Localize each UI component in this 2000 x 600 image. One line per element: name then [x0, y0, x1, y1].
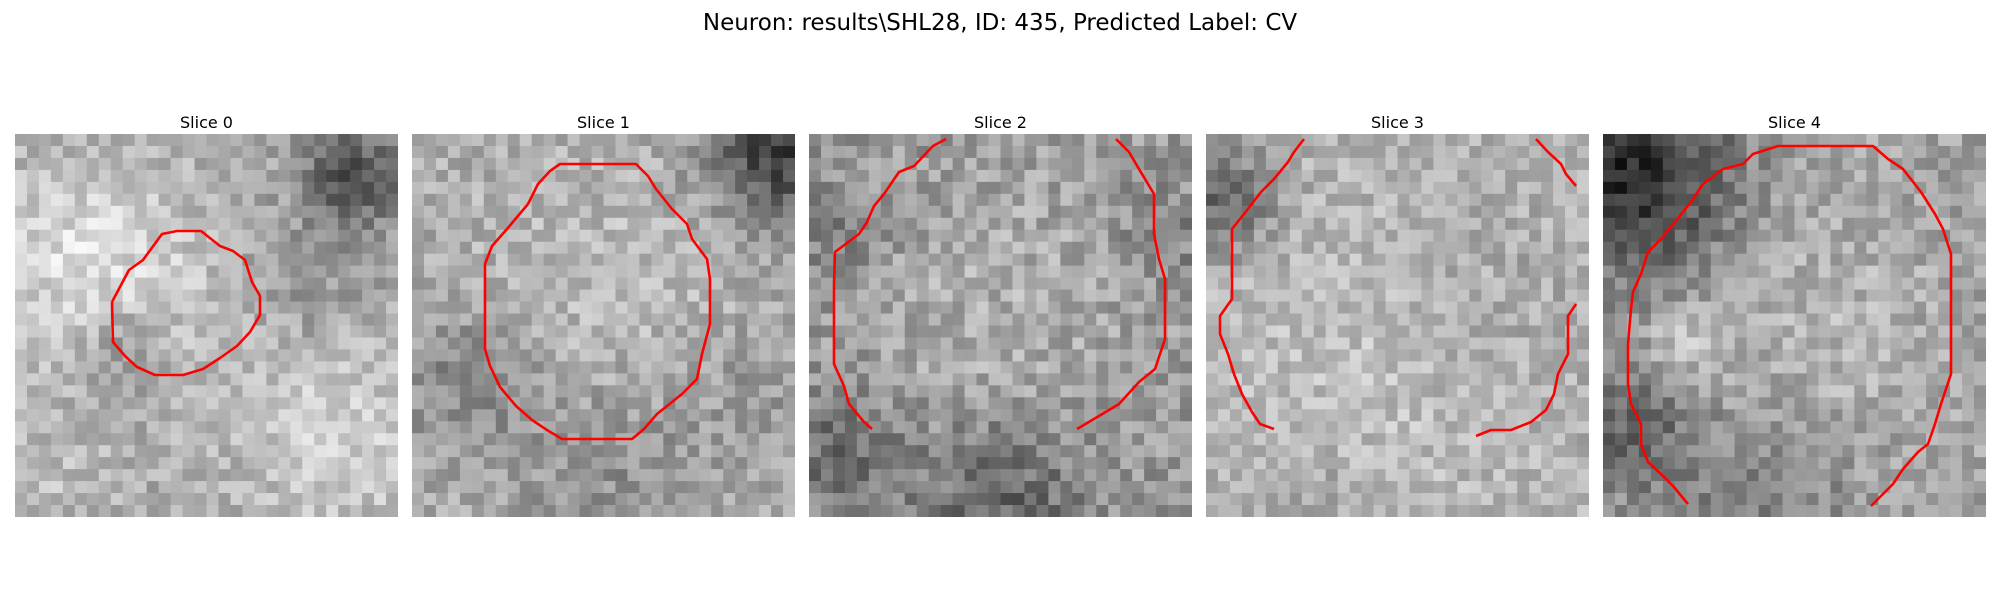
contour-line	[1218, 138, 1306, 431]
contour-line	[483, 162, 712, 441]
contour-line	[1535, 138, 1577, 187]
contour-line	[1626, 144, 1953, 507]
figure-title: Neuron: results\SHL28, ID: 435, Predicte…	[702, 10, 1298, 36]
pixel-grid	[15, 134, 398, 517]
contour-line	[1076, 138, 1167, 431]
slice-panel-1: Slice 1	[412, 113, 795, 517]
slice-3-image	[1206, 134, 1589, 517]
slice-panel-0: Slice 0	[15, 113, 398, 517]
contour-line	[832, 137, 947, 430]
slice-1-image	[412, 134, 795, 517]
slice-title: Slice 3	[1371, 113, 1424, 132]
contour-line	[110, 229, 262, 377]
contour-line	[1475, 303, 1578, 438]
slice-title: Slice 4	[1768, 113, 1821, 132]
slice-title: Slice 0	[180, 113, 233, 132]
slice-title: Slice 1	[577, 113, 630, 132]
slice-panel-3: Slice 3	[1206, 113, 1589, 517]
slice-4-image	[1603, 134, 1986, 517]
pixel-grid	[809, 134, 1192, 517]
pixel-grid	[1206, 134, 1589, 517]
slice-0-image	[15, 134, 398, 517]
pixel-grid	[1603, 134, 1986, 517]
slice-panel-2: Slice 2	[809, 113, 1192, 517]
slice-panel-4: Slice 4	[1603, 113, 1986, 517]
slice-title: Slice 2	[974, 113, 1027, 132]
slice-2-image	[809, 134, 1192, 517]
pixel-grid	[412, 134, 795, 517]
